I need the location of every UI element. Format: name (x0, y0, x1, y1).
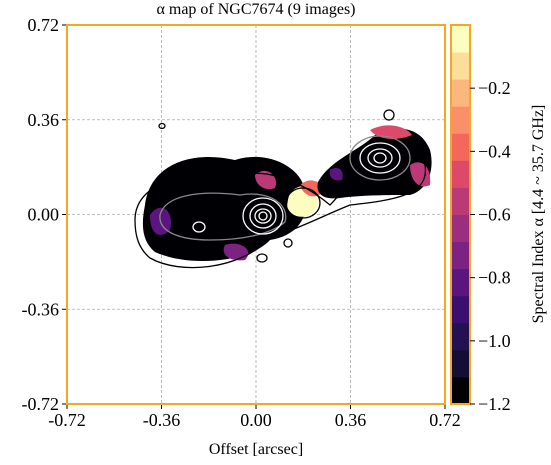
x-tick-label: 0.00 (240, 410, 272, 430)
colorbar-tick-label: −0.6 (478, 205, 511, 225)
colorbar-swatch (451, 133, 470, 161)
colorbar-swatch (451, 215, 470, 243)
y-tick-label: 0.00 (28, 205, 60, 225)
x-tick-label: 0.36 (335, 410, 367, 430)
colorbar-tick-label: −1.2 (478, 394, 511, 414)
x-axis-label: Offset [arcsec] (209, 441, 303, 458)
colorbar-swatch (451, 25, 470, 53)
x-tick-label: 0.72 (429, 410, 461, 430)
colorbar-swatch (451, 79, 470, 107)
colorbar-swatch (451, 187, 470, 215)
colorbar-swatch (451, 160, 470, 188)
y-tick-label: 0.36 (28, 110, 60, 130)
x-tick-label: -0.36 (143, 410, 181, 430)
chart-title: α map of NGC7674 (9 images) (156, 1, 355, 18)
contour (284, 239, 292, 247)
colorbar-swatch (451, 296, 470, 324)
colorbar-tick-label: −1.0 (478, 331, 511, 351)
y-tick-label: -0.36 (22, 299, 60, 319)
colorbar-swatch (451, 323, 470, 351)
colorbar-swatch (451, 269, 470, 297)
colorbar-tick-label: −0.2 (478, 78, 511, 98)
colorbar-swatch (451, 242, 470, 270)
contour (384, 110, 394, 120)
colorbar-label: Spectral Index α [4.4 ~ 35.7 GHz] (530, 105, 547, 324)
colorbar-swatch (451, 350, 470, 378)
y-tick-label: -0.72 (22, 394, 60, 414)
colorbar-tick-label: −0.8 (478, 268, 511, 288)
colorbar-tick-label: −0.4 (478, 141, 511, 161)
y-tick-label: 0.72 (28, 15, 60, 35)
colorbar-swatch (451, 106, 470, 134)
chart: α map of NGC7674 (9 images) Offset [arcs… (0, 0, 551, 465)
contour (257, 254, 267, 262)
colorbar-swatch (451, 52, 470, 80)
colorbar-swatch (451, 377, 470, 405)
contour (159, 124, 165, 129)
source-map (135, 110, 432, 268)
page: {"chart_data": {"type": "image-map", "ti… (0, 0, 551, 465)
